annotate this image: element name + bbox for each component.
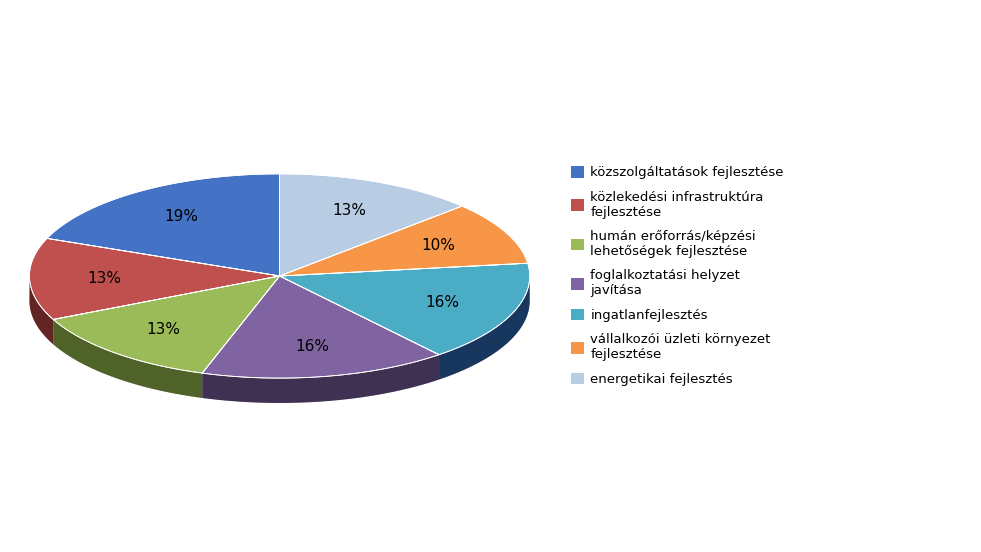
Polygon shape bbox=[29, 238, 280, 320]
Text: 13%: 13% bbox=[333, 203, 366, 218]
Ellipse shape bbox=[29, 199, 530, 403]
Polygon shape bbox=[280, 206, 528, 276]
Polygon shape bbox=[53, 320, 202, 398]
Text: 13%: 13% bbox=[87, 270, 122, 286]
Text: 16%: 16% bbox=[426, 295, 459, 310]
Polygon shape bbox=[202, 276, 439, 378]
Text: 16%: 16% bbox=[295, 339, 330, 354]
Text: 10%: 10% bbox=[421, 238, 455, 253]
Text: 13%: 13% bbox=[147, 322, 181, 337]
Polygon shape bbox=[53, 276, 280, 373]
Text: 19%: 19% bbox=[164, 209, 198, 224]
Legend: közszolgáltatások fejlesztése, közlekedési infrastruktúra
fejlesztése, humán erő: közszolgáltatások fejlesztése, közlekedé… bbox=[571, 166, 784, 386]
Polygon shape bbox=[280, 174, 462, 276]
Polygon shape bbox=[439, 276, 530, 380]
Polygon shape bbox=[202, 355, 439, 403]
Polygon shape bbox=[280, 263, 530, 355]
Polygon shape bbox=[47, 174, 280, 276]
Polygon shape bbox=[29, 277, 53, 344]
